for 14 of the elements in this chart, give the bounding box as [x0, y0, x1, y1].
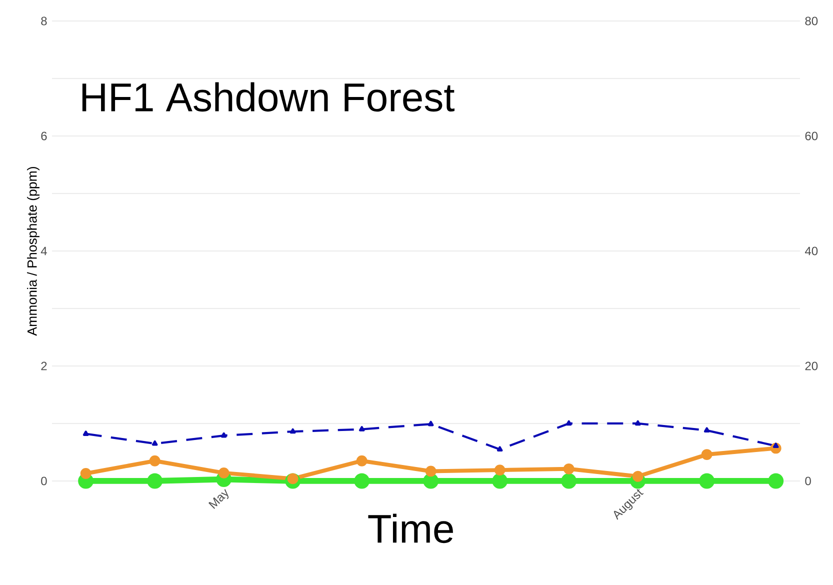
y2-tick-label: 40	[804, 246, 818, 256]
y-tick-label: 0	[41, 476, 47, 486]
y-tick-label: 4	[40, 246, 47, 256]
text: HF1 Ashdown Forest	[82, 82, 454, 112]
y2-tick-label: 80	[805, 16, 818, 26]
y-axis-title: Ammonia / Phosphate (ppm)	[27, 166, 40, 336]
x-axis-title: Time	[368, 514, 453, 544]
y2-tick-label: 60	[805, 132, 818, 140]
x-tick-label: May	[208, 489, 229, 509]
y-tick-label: 8	[41, 16, 47, 26]
y-tick-label: 6	[41, 132, 47, 140]
y2-tick-label: 20	[805, 362, 818, 370]
y2-tick-label: 0	[805, 476, 811, 486]
y-tick-label: 2	[41, 362, 47, 370]
